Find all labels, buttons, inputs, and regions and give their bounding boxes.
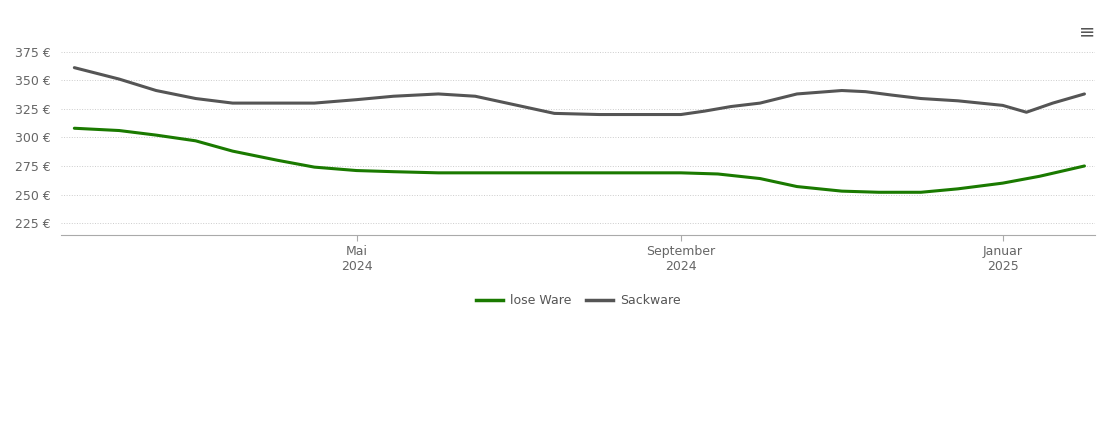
Text: ≡: ≡ [1079,22,1094,41]
Legend: lose Ware, Sackware: lose Ware, Sackware [471,289,685,312]
